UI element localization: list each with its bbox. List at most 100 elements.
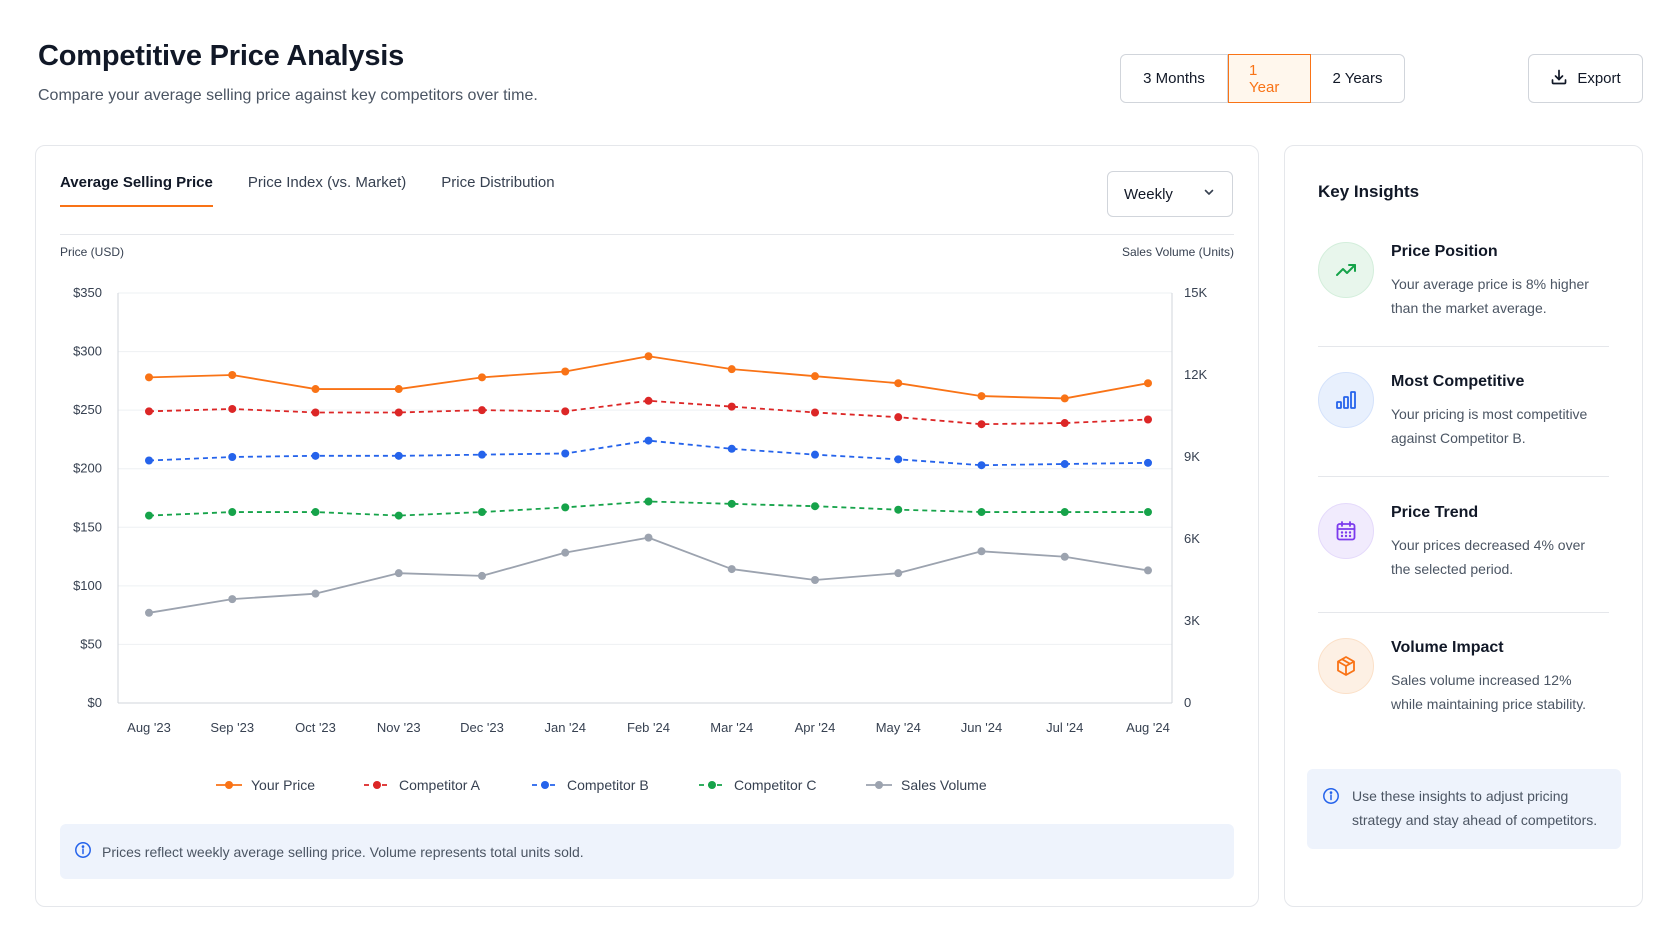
insight-title: Price Position	[1391, 243, 1498, 260]
data-point	[478, 373, 486, 382]
data-point	[561, 407, 570, 416]
data-point	[311, 508, 320, 517]
range-3-months-button[interactable]: 3 Months	[1121, 55, 1228, 102]
tip-text: Use these insights to adjust pricing str…	[1352, 788, 1598, 828]
insight-text: Your average price is 8% higher than the…	[1391, 276, 1589, 316]
export-label: Export	[1577, 70, 1621, 87]
data-point	[394, 385, 403, 394]
chevron-down-icon	[1202, 185, 1216, 203]
divider	[1318, 476, 1609, 477]
data-point	[1060, 419, 1069, 428]
chart-tabs: Average Selling Price Price Index (vs. M…	[60, 174, 590, 207]
data-point	[478, 508, 486, 517]
data-point	[977, 420, 986, 429]
y2-tick-label: 3K	[1184, 613, 1200, 628]
divider	[1318, 612, 1609, 613]
data-point	[228, 404, 237, 413]
legend-swatch-dot	[708, 781, 716, 789]
note-text: Prices reflect weekly average selling pr…	[102, 843, 584, 860]
data-point	[811, 408, 819, 417]
y-tick-label: $300	[73, 344, 102, 359]
insight-text: Your pricing is most competitive against…	[1391, 406, 1588, 446]
data-point	[811, 372, 819, 381]
tab-price-distribution[interactable]: Price Distribution	[441, 174, 555, 191]
x-tick-label: Dec '23	[460, 720, 504, 735]
x-tick-label: Jan '24	[544, 720, 586, 735]
y2-tick-label: 15K	[1184, 285, 1207, 300]
range-2-years-button[interactable]: 2 Years	[1311, 55, 1404, 102]
data-point	[394, 451, 403, 460]
data-point	[394, 408, 403, 417]
data-point	[311, 451, 320, 460]
series-line	[148, 355, 1149, 400]
data-point	[977, 392, 986, 401]
data-point	[561, 548, 570, 557]
data-point	[561, 367, 570, 376]
granularity-value: Weekly	[1124, 185, 1173, 203]
series-line	[148, 536, 1149, 614]
tabs-divider	[60, 234, 1234, 235]
x-tick-label: Aug '23	[127, 720, 171, 735]
y2-tick-label: 0	[1184, 695, 1191, 710]
data-point	[1144, 458, 1152, 467]
data-point	[977, 508, 986, 517]
granularity-select[interactable]: Weekly	[1107, 171, 1233, 217]
data-point	[894, 455, 903, 464]
insight-text: Sales volume increased 12% while maintai…	[1391, 672, 1587, 712]
data-point	[145, 511, 153, 520]
tab-average-selling-price[interactable]: Average Selling Price	[60, 174, 213, 207]
data-point	[644, 533, 653, 542]
time-range-selector: 3 Months 1 Year 2 Years	[1120, 54, 1405, 103]
insights-title: Key Insights	[1318, 182, 1420, 201]
data-point	[1144, 379, 1152, 388]
export-button[interactable]: Export	[1528, 54, 1643, 103]
data-point	[228, 595, 237, 604]
x-tick-label: Jul '24	[1046, 720, 1083, 735]
legend-label: Sales Volume	[901, 777, 987, 793]
data-point	[1144, 566, 1152, 575]
box-icon	[1318, 638, 1374, 694]
y-tick-label: $50	[80, 636, 102, 651]
data-point	[644, 396, 653, 405]
data-point	[727, 565, 736, 574]
x-tick-label: Feb '24	[627, 720, 670, 735]
data-point	[977, 547, 986, 556]
data-point	[311, 385, 320, 394]
data-point	[644, 352, 653, 361]
info-icon	[1322, 787, 1340, 810]
data-point	[727, 365, 736, 374]
x-tick-label: Nov '23	[377, 720, 421, 735]
tab-price-index[interactable]: Price Index (vs. Market)	[247, 174, 407, 191]
data-point	[811, 502, 819, 511]
download-icon	[1550, 68, 1568, 90]
y-tick-label: $150	[73, 519, 102, 534]
data-point	[811, 450, 819, 459]
page-subtitle: Compare your average selling price again…	[38, 87, 538, 104]
y-tick-label: $100	[73, 578, 102, 593]
y-tick-label: $200	[73, 461, 102, 476]
data-point	[228, 508, 237, 517]
y-tick-label: $350	[73, 285, 102, 300]
data-point	[727, 444, 736, 453]
data-point	[894, 505, 903, 514]
chart-card: Average Selling Price Price Index (vs. M…	[35, 145, 1259, 907]
legend-label: Competitor A	[399, 777, 481, 793]
legend-swatch-dot	[225, 781, 233, 789]
legend-swatch-dot	[875, 781, 883, 789]
x-tick-label: Apr '24	[795, 720, 836, 735]
data-point	[1060, 508, 1069, 517]
data-point	[228, 371, 237, 379]
legend-label: Your Price	[251, 777, 315, 793]
insight-title: Volume Impact	[1391, 639, 1504, 656]
data-point	[478, 571, 486, 580]
x-tick-label: Aug '24	[1126, 720, 1170, 735]
data-point	[894, 379, 903, 388]
y2-tick-label: 6K	[1184, 531, 1200, 546]
legend-label: Competitor C	[734, 777, 816, 793]
data-point	[478, 406, 486, 415]
page-title: Competitive Price Analysis	[38, 40, 405, 72]
insights-tip: Use these insights to adjust pricing str…	[1307, 769, 1621, 849]
x-tick-label: May '24	[876, 720, 921, 735]
insight-title: Most Competitive	[1391, 373, 1525, 390]
range-1-year-button[interactable]: 1 Year	[1228, 54, 1311, 103]
